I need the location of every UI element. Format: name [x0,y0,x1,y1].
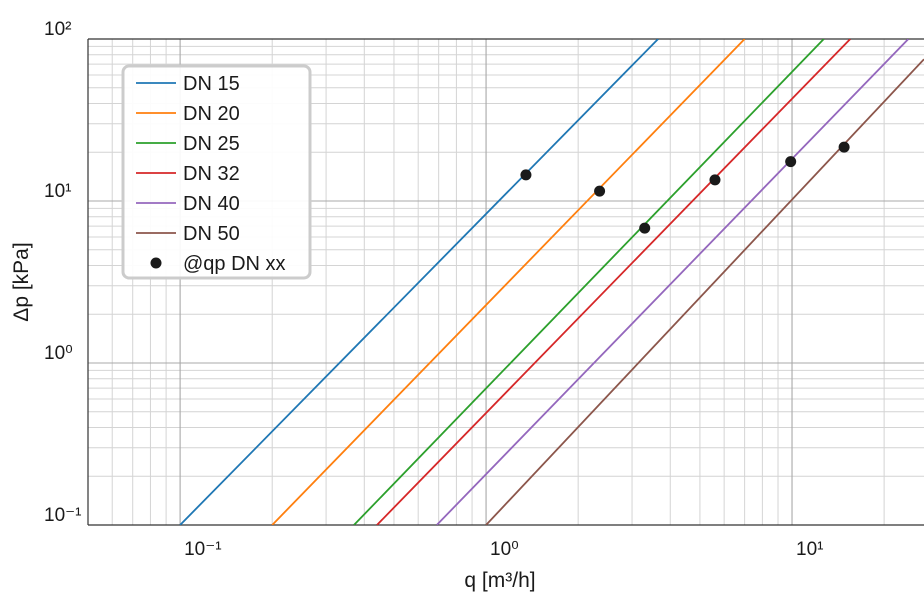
legend-label: DN 32 [183,163,240,185]
marker-point [520,169,532,181]
legend-items: DN 15 DN 20 DN 25 DN 32 DN 40 DN 50 @qp DN xx [136,73,286,275]
x-tick-label: 10¹ [796,539,823,560]
y-tick-label: 10² [44,19,71,40]
marker-layer [520,141,850,234]
series-line-dn-50 [485,58,924,525]
marker-point [709,174,721,186]
legend: DN 15 DN 20 DN 25 DN 32 DN 40 DN 50 @qp DN xx [121,64,312,280]
y-tick-label: 10⁻¹ [44,505,82,526]
plot-frame [87,38,924,526]
legend-box [121,64,312,280]
x-axis-label: q [m³/h] [464,569,535,592]
legend-label: DN 15 [183,73,240,95]
legend-marker-swatch [150,257,162,269]
marker-point [594,185,606,197]
series-layer [179,39,924,525]
series-line-dn-40 [436,39,909,525]
x-tick-label: 10⁻¹ [184,539,222,560]
legend-label: DN 40 [183,193,240,215]
legend-label: DN 25 [183,133,240,155]
series-line-dn-32 [376,39,851,525]
legend-label: DN 20 [183,103,240,125]
y-tick-label: 10⁰ [44,343,73,364]
y-axis-label: Δp [kPa] [10,242,33,321]
y-tick-label: 10¹ [44,181,71,202]
marker-point [639,222,651,234]
x-tick-label: 10⁰ [490,539,519,560]
legend-label: @qp DN xx [183,253,286,275]
series-line-dn-15 [179,39,659,525]
tick-labels: 10⁻¹ 10⁰ 10¹ 10⁻¹ 10⁰ 10¹ 10² [44,19,823,560]
legend-label: DN 50 [183,223,240,245]
marker-point [785,156,797,168]
series-line-dn-25 [353,39,825,525]
marker-point [838,141,850,153]
series-line-dn-20 [271,39,746,525]
